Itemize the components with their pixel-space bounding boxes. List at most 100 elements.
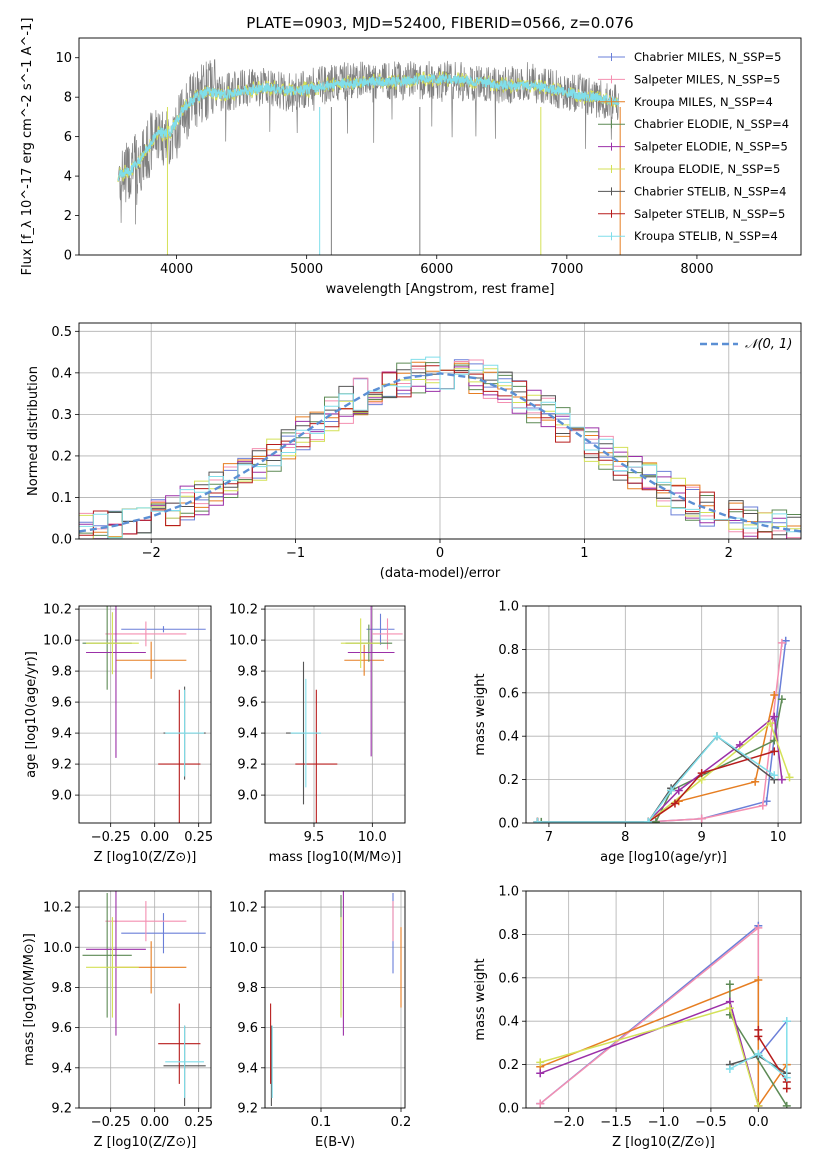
weight-point-marker xyxy=(770,747,779,756)
y-tick-label: 8 xyxy=(64,91,72,106)
y-tick-label: 10.2 xyxy=(43,603,72,618)
errorbar-point xyxy=(121,626,206,633)
x-tick-label: 10.0 xyxy=(358,830,387,845)
weight-point-marker xyxy=(754,923,763,932)
weight-line xyxy=(539,978,788,1108)
weight-point-marker xyxy=(536,1069,545,1078)
y-tick-label: 10.0 xyxy=(229,634,258,649)
axes-frame xyxy=(264,890,406,1109)
weight-point-marker xyxy=(670,799,679,808)
y-tick-label: 10 xyxy=(55,51,72,66)
x-tick-label: 0.00 xyxy=(140,830,169,845)
x-axis-label: Z [log10(Z/Z⊙)] xyxy=(94,1135,197,1150)
model-spectrum-line xyxy=(117,72,620,182)
errorbar-point xyxy=(86,891,146,1036)
legend-label: Salpeter ELODIE, N_SSP=5 xyxy=(634,140,788,154)
x-axis-label: Z [log10(Z/Z⊙)] xyxy=(612,1135,715,1150)
y-tick-label: 0.0 xyxy=(498,817,519,832)
y-tick-label: 0.2 xyxy=(51,449,72,464)
x-tick-label: 5000 xyxy=(290,262,323,277)
x-axis-label: wavelength [Angstrom, rest frame] xyxy=(326,282,555,297)
weight-point-marker xyxy=(644,817,653,823)
y-tick-label: 9.4 xyxy=(51,727,72,742)
legend-label: Salpeter MILES, N_SSP=5 xyxy=(634,72,780,86)
weight-point-marker xyxy=(536,1058,545,1067)
weight-point-marker xyxy=(725,1064,734,1073)
weight-point-marker xyxy=(754,975,763,984)
plot-area xyxy=(79,356,801,539)
errorbar-point xyxy=(372,618,403,650)
y-tick-label: 10.0 xyxy=(43,941,72,956)
x-axis-label: Z [log10(Z/Z⊙)] xyxy=(94,850,197,865)
y-tick-label: 2 xyxy=(64,209,72,224)
weight-point-marker xyxy=(751,777,760,786)
x-tick-label: −0.5 xyxy=(695,1115,727,1130)
y-tick-label: 0.5 xyxy=(51,325,72,340)
x-tick-label: 1 xyxy=(580,546,588,561)
panel-8: −2.0 −1.5 −1.0 −0.5 0.0 0.0 0.2 0.4 0.6 0.8 1.0 Z [… xyxy=(473,885,802,1150)
plot-area xyxy=(82,606,206,823)
y-tick-label: 0.4 xyxy=(498,730,519,745)
y-tick-label: 10.2 xyxy=(43,901,72,916)
legend: Chabrier MILES, N_SSP=5 Salpeter MILES, N… xyxy=(598,50,789,243)
errorbar-point xyxy=(344,644,384,676)
legend-label: Kroupa ELODIE, N_SSP=5 xyxy=(634,162,780,176)
figure-title: PLATE=0903, MJD=52400, FIBERID=0566, z=0… xyxy=(246,14,633,32)
panel-6: −0.25 0.00 0.25 9.2 9.4 9.6 9.8 10.0 10.2 Z [log1… xyxy=(22,890,213,1150)
legend-label: Chabrier MILES, N_SSP=5 xyxy=(634,50,781,64)
weight-point-marker xyxy=(674,786,683,795)
errorbar-point xyxy=(115,641,187,679)
y-tick-label: 9.4 xyxy=(51,1061,72,1076)
x-tick-label: 0.2 xyxy=(391,1115,412,1130)
errorbar-point xyxy=(105,621,187,647)
axes-frame xyxy=(78,37,802,256)
x-tick-label: 2 xyxy=(725,546,733,561)
weight-point-marker xyxy=(536,1099,545,1108)
weight-line xyxy=(537,642,783,823)
legend-label: Chabrier STELIB, N_SSP=4 xyxy=(634,184,786,198)
errorbar-point xyxy=(165,1025,204,1098)
weight-point-marker xyxy=(667,786,676,795)
weight-point-marker xyxy=(754,1049,763,1058)
x-tick-label: 0.1 xyxy=(311,1115,332,1130)
x-tick-label: −0.25 xyxy=(91,1115,131,1130)
weight-point-marker xyxy=(782,1017,791,1026)
y-tick-label: 0.1 xyxy=(51,491,72,506)
errorbar-point xyxy=(158,1003,201,1084)
plot-area xyxy=(270,891,402,1106)
x-tick-label: 10 xyxy=(770,830,787,845)
y-tick-label: 9.8 xyxy=(51,981,72,996)
weight-line xyxy=(537,640,787,823)
y-tick-label: 10.0 xyxy=(229,941,258,956)
errorbar-point xyxy=(295,689,338,823)
legend-label: Kroupa STELIB, N_SSP=4 xyxy=(634,229,778,243)
panel-2: −2 −1 0 1 2 0.0 0.1 0.2 0.3 0.4 0.5 (data-model)/er… xyxy=(26,322,802,581)
axes-frame xyxy=(78,322,802,540)
y-tick-label: 9.4 xyxy=(237,1061,258,1076)
axes-frame xyxy=(78,890,212,1109)
errorbar-point xyxy=(86,612,139,675)
weight-point-marker xyxy=(766,719,775,728)
x-axis-label: E(B-V) xyxy=(315,1135,355,1150)
x-tick-label: 9.5 xyxy=(304,830,325,845)
x-tick-label: −1.5 xyxy=(600,1115,632,1130)
axes-frame xyxy=(78,605,212,824)
y-tick-label: 9.8 xyxy=(237,981,258,996)
x-tick-label: −2 xyxy=(142,546,161,561)
weight-point-marker xyxy=(697,769,706,778)
y-tick-label: 4 xyxy=(64,170,72,185)
plot-area xyxy=(82,891,206,1106)
y-tick-label: 0.2 xyxy=(498,1058,519,1073)
x-tick-label: 0.25 xyxy=(184,830,213,845)
legend-label: Salpeter STELIB, N_SSP=5 xyxy=(634,207,785,221)
x-tick-label: −1.0 xyxy=(648,1115,680,1130)
errorbar-point xyxy=(86,917,139,1018)
y-tick-label: 9.6 xyxy=(237,696,258,711)
weight-point-marker xyxy=(777,638,786,647)
y-tick-label: 0.3 xyxy=(51,408,72,423)
y-tick-label: 9.8 xyxy=(237,665,258,680)
weight-point-marker xyxy=(770,690,779,699)
x-tick-label: 8 xyxy=(621,830,629,845)
legend-label: 𝒩(0, 1) xyxy=(745,337,792,352)
